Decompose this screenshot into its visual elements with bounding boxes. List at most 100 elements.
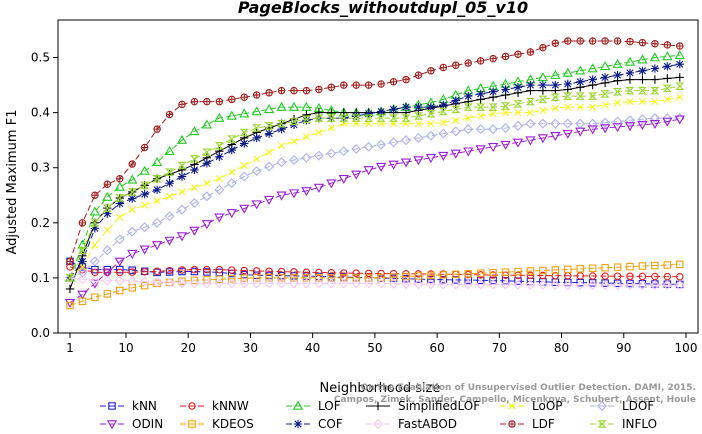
y-tick-label: 0.3 (31, 161, 50, 175)
data-point (650, 75, 660, 84)
data-point (500, 279, 511, 290)
data-point (228, 168, 236, 176)
legend-item: COF (286, 417, 343, 431)
data-point (102, 245, 113, 256)
data-point (338, 146, 349, 157)
data-point (351, 278, 362, 289)
data-point (276, 191, 287, 201)
data-point (626, 272, 634, 281)
data-point (116, 268, 124, 277)
data-point (562, 280, 573, 291)
data-point (464, 91, 473, 101)
data-point (314, 114, 324, 122)
data-point (127, 188, 137, 196)
data-point (252, 133, 261, 143)
series-line (69, 96, 680, 279)
data-point (663, 261, 672, 269)
data-point (600, 280, 611, 291)
data-point (240, 139, 249, 148)
data-point (600, 90, 610, 98)
data-point (613, 37, 622, 45)
series-line (69, 117, 680, 279)
data-point (302, 86, 311, 95)
data-point (576, 37, 584, 45)
data-point (326, 148, 337, 159)
data-point (127, 249, 138, 259)
data-point (89, 275, 100, 286)
data-point (127, 174, 138, 184)
data-point (302, 274, 311, 282)
data-point (151, 156, 163, 166)
data-point (637, 280, 648, 291)
data-point (562, 129, 573, 139)
data-point (463, 124, 474, 135)
data-point (550, 69, 561, 79)
legend-label: LDOF (622, 399, 654, 413)
legend-label: SimplifiedLOF (398, 399, 480, 413)
legend-marker (292, 400, 304, 410)
data-point (638, 98, 647, 106)
series-line (69, 76, 680, 290)
series-LDOF (65, 113, 685, 283)
data-point (103, 209, 112, 218)
legend-item: LOF (286, 399, 341, 413)
data-point (476, 89, 485, 99)
data-point (189, 278, 200, 289)
data-point (164, 211, 175, 222)
data-point (513, 100, 523, 108)
data-point (637, 121, 648, 131)
data-point (128, 160, 136, 168)
data-point (539, 271, 547, 280)
data-point (439, 63, 448, 72)
data-point (91, 191, 99, 200)
data-point (315, 128, 323, 137)
data-point (127, 275, 138, 286)
data-point (551, 266, 560, 274)
data-point (377, 80, 385, 88)
y-tick-label: 0.4 (31, 106, 50, 120)
data-point (239, 171, 250, 182)
data-point (427, 271, 435, 280)
data-point (401, 278, 411, 289)
data-point (176, 232, 188, 242)
series-INFLO (65, 82, 685, 282)
data-point (613, 263, 622, 271)
legend-label: INFLO (622, 417, 657, 431)
data-point (114, 181, 125, 191)
data-point (501, 268, 510, 276)
data-point (427, 67, 435, 75)
data-point (327, 268, 336, 277)
data-point (487, 143, 499, 153)
data-point (326, 179, 337, 189)
data-point (189, 198, 200, 208)
data-point (501, 109, 510, 117)
data-point (587, 118, 598, 129)
data-point (414, 102, 423, 112)
data-point (612, 116, 623, 127)
data-point (452, 276, 460, 284)
legend-label: kNNW (212, 399, 249, 413)
data-point (91, 265, 99, 274)
data-point (302, 116, 311, 125)
data-point (251, 166, 262, 177)
data-point (676, 273, 684, 281)
data-point (139, 276, 150, 287)
data-point (649, 113, 660, 124)
data-point (450, 126, 461, 137)
data-point (153, 267, 161, 276)
data-point (140, 281, 149, 290)
data-point (413, 279, 424, 290)
legend-label: ODIN (132, 417, 163, 431)
data-point (601, 37, 609, 45)
data-point (676, 93, 684, 101)
data-point (514, 267, 522, 276)
data-point (264, 122, 274, 130)
data-point (651, 261, 659, 270)
data-point (426, 102, 436, 112)
data-point (178, 100, 186, 109)
legend-label: FastABOD (398, 417, 457, 431)
data-point (589, 103, 597, 111)
data-point (501, 85, 510, 94)
data-point (215, 275, 224, 284)
data-point (102, 191, 113, 201)
